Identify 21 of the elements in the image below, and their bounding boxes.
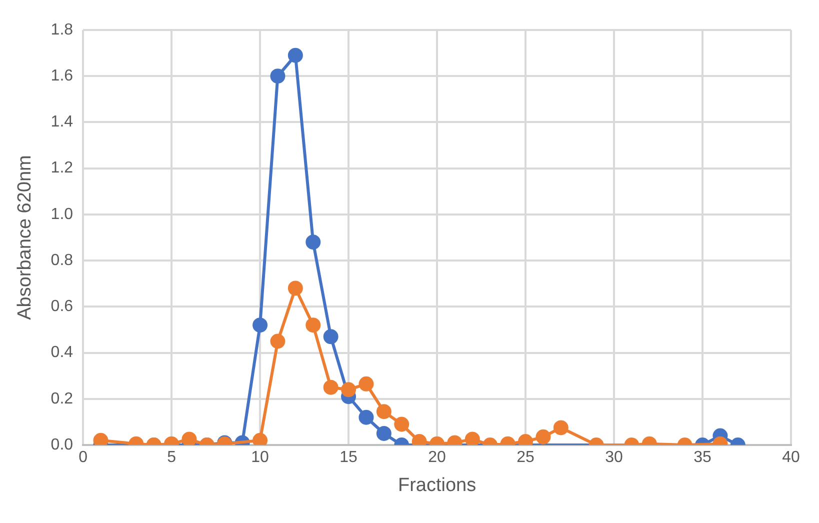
x-tick-label: 30 [605,449,624,466]
y-tick-label: 0.6 [50,298,74,316]
x-tick-label: 40 [782,449,800,466]
y-axis-title: Absorbance 620nm [14,155,36,320]
x-tick-label: 25 [516,449,535,466]
y-tick-label: 1.8 [50,21,74,38]
y-tick-label: 1.0 [50,206,74,223]
y-tick-label: 0.2 [50,390,74,408]
y-tick-label: 0.4 [50,344,74,362]
x-tick-label: 15 [340,449,358,466]
y-tick-label: 1.6 [50,68,74,85]
x-tick-label: 0 [78,449,88,466]
x-tick-label: 35 [694,449,712,466]
x-tick-label: 10 [251,449,270,466]
x-tick-label: 20 [428,449,446,466]
x-tick-label: 5 [167,449,176,466]
y-tick-label: 0.8 [50,252,74,269]
x-axis-title: Fractions [398,474,476,496]
y-tick-label: 1.4 [50,114,74,131]
y-tick-label: 0.0 [50,436,74,454]
y-tick-label: 1.2 [50,160,74,177]
